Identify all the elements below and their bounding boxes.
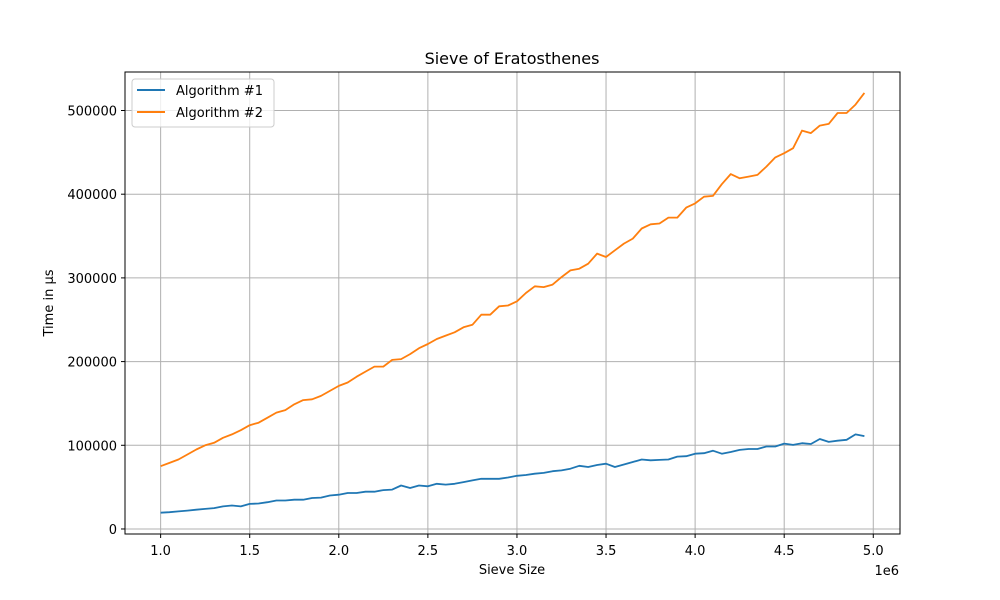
x-tick-label: 4.5 xyxy=(774,544,795,559)
series-layer xyxy=(160,92,866,514)
x-axis: 1.0 1.5 2.0 2.5 3.0 3.5 4.0 4.5 5.0 xyxy=(150,534,884,559)
legend: Algorithm #1 Algorithm #2 xyxy=(131,78,275,128)
x-tick-label: 2.5 xyxy=(418,544,439,559)
y-axis-label: Time in µs xyxy=(42,269,57,337)
x-tick-label: 5.0 xyxy=(863,544,884,559)
legend-label-2: Algorithm #2 xyxy=(176,106,263,121)
y-axis: 0 100000 200000 300000 400000 500000 xyxy=(67,105,125,538)
y-tick-label: 500000 xyxy=(67,105,117,120)
y-tick-label: 200000 xyxy=(67,356,117,371)
y-tick-label: 300000 xyxy=(67,272,117,287)
x-tick-label: 1.5 xyxy=(239,544,260,559)
y-tick-label: 100000 xyxy=(67,439,117,454)
x-tick-label: 1.0 xyxy=(150,544,171,559)
x-tick-label: 2.0 xyxy=(328,544,349,559)
x-axis-label: Sieve Size xyxy=(479,563,545,578)
x-tick-label: 4.0 xyxy=(685,544,706,559)
x-offset-label: 1e6 xyxy=(874,564,899,579)
series-line-2 xyxy=(160,92,866,468)
x-tick-label: 3.0 xyxy=(507,544,528,559)
legend-label-1: Algorithm #1 xyxy=(176,84,263,99)
grid xyxy=(125,72,900,534)
legend-box xyxy=(131,78,275,128)
x-tick-label: 3.5 xyxy=(596,544,617,559)
plot-frame xyxy=(124,71,901,535)
y-tick-label: 0 xyxy=(109,523,117,538)
y-tick-label: 400000 xyxy=(67,188,117,203)
series-line-1 xyxy=(160,433,865,514)
chart-title: Sieve of Eratosthenes xyxy=(425,49,600,68)
